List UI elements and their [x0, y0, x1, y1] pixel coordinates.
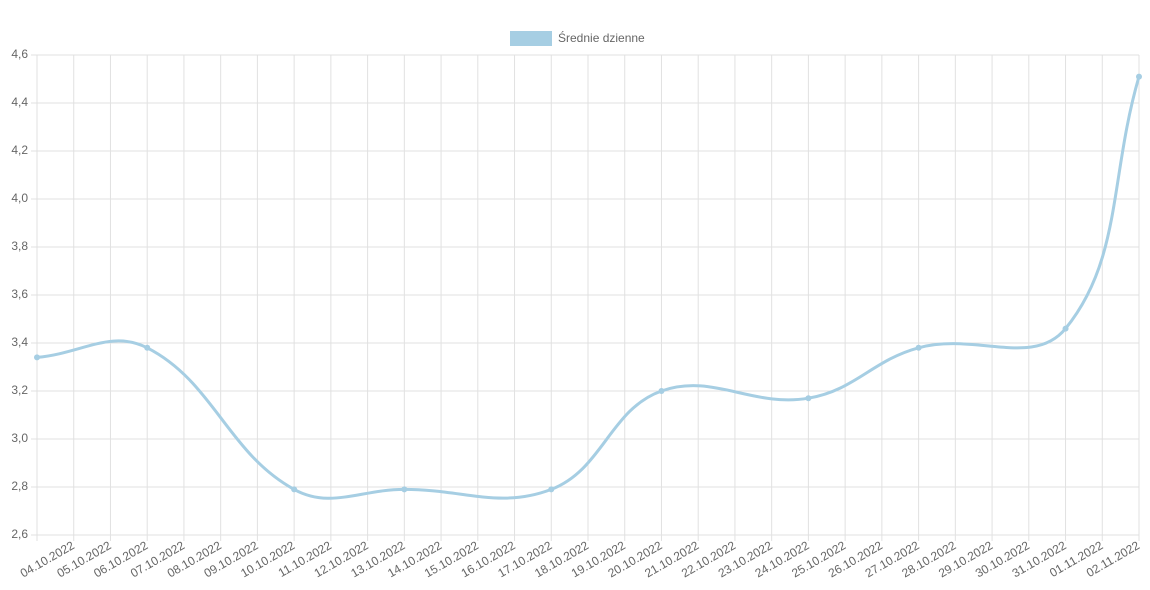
y-tick-label: 3,0 [11, 431, 28, 445]
y-tick-label: 3,6 [11, 287, 28, 301]
point [805, 395, 812, 402]
point [291, 486, 298, 493]
y-tick-label: 2,6 [11, 527, 28, 541]
y-tick-label: 4,2 [11, 143, 28, 157]
legend-swatch [510, 31, 552, 46]
y-tick-label: 4,4 [11, 95, 28, 109]
y-tick-label: 3,8 [11, 239, 28, 253]
point [658, 388, 665, 394]
y-tick-label: 4,6 [11, 47, 28, 61]
line [36, 76, 1141, 500]
point [548, 486, 555, 493]
point [915, 344, 922, 351]
y-tick-label: 2,8 [11, 479, 28, 493]
point [1062, 325, 1069, 332]
y-tick-label: 4,0 [11, 191, 28, 205]
point [34, 354, 40, 361]
legend-label: Średnie dzienne [558, 30, 645, 45]
point [401, 486, 408, 493]
point [144, 344, 151, 351]
y-tick-label: 3,4 [11, 335, 28, 349]
point [1136, 73, 1142, 80]
y-tick-label: 3,2 [11, 383, 28, 397]
